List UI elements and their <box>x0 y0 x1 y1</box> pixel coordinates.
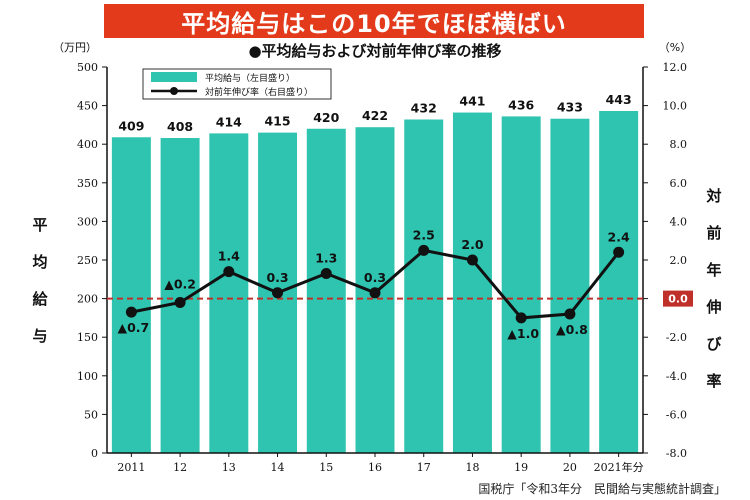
left-tick-label: 300 <box>77 215 98 228</box>
bar <box>501 116 541 454</box>
chart-title: ●平均給与および対前年伸び率の推移 <box>248 42 502 60</box>
left-tick-label: 500 <box>77 61 98 74</box>
right-tick-label: 10.0 <box>663 100 688 113</box>
bar <box>404 119 444 453</box>
legend-bar-swatch <box>151 72 197 82</box>
left-tick-label: 450 <box>77 100 98 113</box>
left-tick-label: 400 <box>77 138 98 151</box>
legend-line-label: 対前年伸び率（右目盛り） <box>205 86 313 98</box>
right-tick-label: -6.0 <box>666 408 687 421</box>
bar-value-label: 420 <box>313 110 339 125</box>
left-tick-label: 350 <box>77 177 98 190</box>
bar-value-label: 436 <box>508 97 534 112</box>
right-tick-label: 12.0 <box>663 61 688 74</box>
growth-rate-label: ▲1.0 <box>507 326 539 341</box>
legend-bar-label: 平均給与（左目盛り） <box>205 72 295 84</box>
left-tick-label: 150 <box>77 331 98 344</box>
bar-value-label: 433 <box>557 100 583 115</box>
growth-rate-point <box>418 244 430 256</box>
left-axis-title-char: 与 <box>32 327 48 345</box>
x-tick-label: 12 <box>173 461 187 474</box>
bar <box>599 111 639 453</box>
bar-value-label: 415 <box>264 114 290 129</box>
growth-rate-point <box>320 268 332 280</box>
growth-rate-label: ▲0.8 <box>556 322 588 337</box>
growth-rate-point <box>272 287 284 299</box>
zero-label-box <box>663 290 693 307</box>
right-axis-title-char: 対 <box>706 187 722 205</box>
bar <box>209 133 249 453</box>
bar <box>452 112 492 453</box>
growth-rate-point <box>515 312 527 324</box>
growth-rate-point <box>174 296 186 308</box>
growth-rate-point <box>564 308 576 320</box>
right-axis-title-char: 前 <box>706 224 722 242</box>
bar <box>550 118 590 453</box>
left-axis-unit: （万円） <box>53 41 97 54</box>
x-tick-label: 2021年分 <box>594 460 644 474</box>
bar-value-label: 414 <box>216 114 242 129</box>
growth-rate-label: 1.3 <box>315 251 337 266</box>
zero-label: 0.0 <box>668 293 688 306</box>
bar <box>306 128 346 453</box>
growth-rate-point <box>223 266 235 278</box>
right-tick-label: 2.0 <box>670 254 688 267</box>
bar-value-label: 422 <box>362 108 388 123</box>
x-tick-label: 19 <box>514 461 528 474</box>
right-axis-title-char: 率 <box>706 372 722 390</box>
x-tick-label: 16 <box>368 461 382 474</box>
banner-title: 平均給与はこの10年でほぼ横ばい <box>181 9 567 38</box>
source-note: 国税庁「令和3年分 民間給与実態統計調査」 <box>478 482 726 496</box>
right-tick-label: -8.0 <box>666 447 687 460</box>
right-axis-unit: （%） <box>659 41 691 54</box>
bar <box>111 137 151 453</box>
x-tick-label: 17 <box>417 461 431 474</box>
legend-line-marker <box>170 87 178 95</box>
x-tick-label: 20 <box>563 461 577 474</box>
growth-rate-point <box>125 306 137 318</box>
right-axis-title-char: 年 <box>706 261 722 279</box>
bar-value-label: 432 <box>411 100 437 115</box>
right-tick-label: 6.0 <box>670 177 688 190</box>
growth-rate-label: 2.4 <box>608 229 630 244</box>
growth-rate-label: ▲0.2 <box>164 276 196 291</box>
bar-value-label: 408 <box>167 119 193 134</box>
left-axis-title-char: 平 <box>32 216 48 234</box>
growth-rate-label: 0.3 <box>266 270 288 285</box>
right-tick-label: 8.0 <box>670 138 688 151</box>
bar-value-label: 409 <box>118 118 144 133</box>
bar-value-label: 441 <box>459 94 485 109</box>
x-tick-label: 13 <box>222 461 236 474</box>
left-tick-label: 50 <box>84 408 98 421</box>
x-tick-label: 14 <box>271 461 285 474</box>
bar-value-label: 443 <box>606 92 632 107</box>
title-banner: 平均給与はこの10年でほぼ横ばい <box>104 4 644 38</box>
left-tick-label: 250 <box>77 254 98 267</box>
x-tick-label: 18 <box>465 461 479 474</box>
growth-rate-point <box>613 246 625 258</box>
growth-rate-point <box>466 254 478 266</box>
growth-rate-label: 1.4 <box>218 249 240 264</box>
right-tick-label: -4.0 <box>666 370 687 383</box>
left-tick-label: 200 <box>77 293 98 306</box>
growth-rate-point <box>369 287 381 299</box>
left-axis-title-char: 給 <box>32 290 48 308</box>
right-axis-title-char: 伸 <box>706 298 722 316</box>
x-tick-label: 2011 <box>117 461 145 474</box>
left-axis-title-char: 均 <box>32 253 48 271</box>
growth-rate-label: 2.5 <box>413 227 435 242</box>
left-tick-label: 100 <box>77 370 98 383</box>
growth-rate-label: 0.3 <box>364 270 386 285</box>
growth-rate-label: ▲0.7 <box>117 320 149 335</box>
right-tick-label: -2.0 <box>666 331 687 344</box>
growth-rate-label: 2.0 <box>461 237 483 252</box>
left-tick-label: 0 <box>91 447 98 460</box>
right-tick-label: 4.0 <box>670 215 688 228</box>
right-axis-title-char: び <box>706 335 722 353</box>
x-tick-label: 15 <box>319 461 333 474</box>
